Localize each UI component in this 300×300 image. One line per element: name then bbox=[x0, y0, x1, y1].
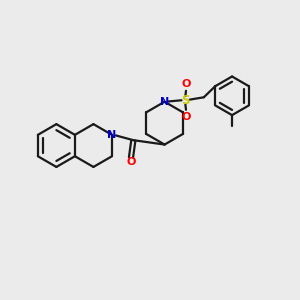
Text: O: O bbox=[181, 112, 191, 122]
Text: O: O bbox=[181, 79, 191, 88]
Text: N: N bbox=[107, 130, 117, 140]
Text: O: O bbox=[126, 157, 135, 167]
Text: S: S bbox=[181, 94, 190, 107]
Text: N: N bbox=[160, 97, 169, 107]
